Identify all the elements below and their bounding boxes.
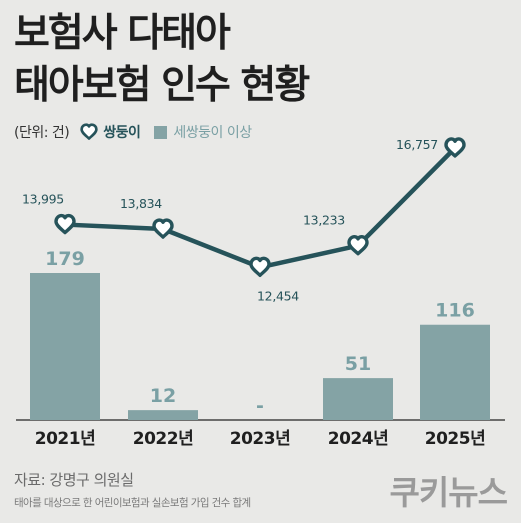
legend: (단위: 건) 쌍둥이 세쌍둥이 이상 <box>14 121 252 143</box>
footnote-text: 태아를 대상으로 한 어린이보험과 실손보험 가입 건수 합계 <box>14 497 251 509</box>
bar-value-label: 116 <box>435 300 475 322</box>
bar-value-label: 179 <box>45 248 85 270</box>
bar-value-label: 12 <box>150 385 176 407</box>
source-text: 자료: 강명구 의원실 <box>14 471 134 489</box>
brand-logo: 쿠키뉴스 <box>389 473 508 512</box>
line-value-label: 13,995 <box>22 192 64 207</box>
chart-title-line2: 태아보험 인수 현황 <box>14 63 310 108</box>
bar <box>128 410 198 420</box>
heart-marker <box>249 256 271 277</box>
x-tick-label: 2023년 <box>230 429 290 449</box>
legend-series-twins: 쌍둥이 <box>103 125 141 141</box>
bar-value-label: 51 <box>345 353 371 375</box>
legend-bar-swatch <box>154 125 168 139</box>
chart-title-line1: 보험사 다태아 <box>14 11 231 56</box>
line-value-label: 13,233 <box>303 213 345 228</box>
heart-marker <box>444 137 466 158</box>
bar <box>30 273 100 420</box>
heart-marker <box>152 218 174 239</box>
x-tick-label: 2025년 <box>425 429 485 449</box>
heart-marker <box>347 234 369 256</box>
bar <box>323 378 393 420</box>
line-value-label: 13,834 <box>120 196 162 211</box>
x-tick-label: 2022년 <box>133 429 193 449</box>
heart-marker <box>54 213 76 235</box>
x-tick-label: 2024년 <box>328 429 388 449</box>
line-value-label: 16,757 <box>396 137 438 152</box>
unit-label: (단위: 건) <box>14 125 70 141</box>
bar-value-label: - <box>256 395 264 417</box>
bar <box>420 324 490 420</box>
x-tick-label: 2021년 <box>35 429 95 449</box>
heart-icon <box>80 123 98 140</box>
legend-series-triplets: 세쌍둥이 이상 <box>173 125 252 141</box>
line-value-label: 12,454 <box>257 288 299 303</box>
